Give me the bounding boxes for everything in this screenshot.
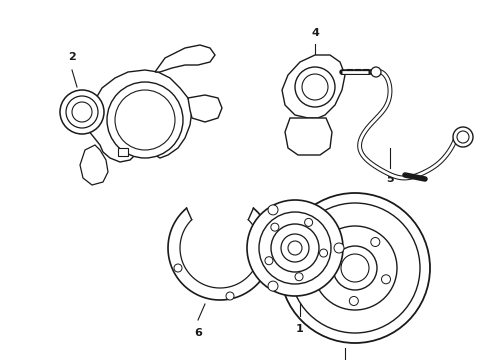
Circle shape	[268, 281, 278, 291]
Text: 1: 1	[296, 324, 304, 334]
Circle shape	[174, 264, 182, 272]
Polygon shape	[88, 70, 192, 162]
Circle shape	[295, 67, 335, 107]
Circle shape	[60, 90, 104, 134]
Text: 5: 5	[386, 174, 394, 184]
Circle shape	[319, 273, 328, 282]
Polygon shape	[80, 145, 108, 185]
Circle shape	[371, 238, 380, 247]
Circle shape	[349, 297, 358, 306]
Circle shape	[295, 273, 303, 281]
Circle shape	[66, 96, 98, 128]
Circle shape	[72, 102, 92, 122]
Circle shape	[371, 67, 381, 77]
Polygon shape	[188, 95, 222, 122]
Polygon shape	[155, 45, 215, 72]
Text: 2: 2	[68, 52, 76, 62]
Circle shape	[226, 292, 234, 300]
Circle shape	[281, 234, 309, 262]
Circle shape	[319, 249, 327, 257]
Circle shape	[305, 219, 313, 226]
Circle shape	[341, 254, 369, 282]
Circle shape	[453, 127, 473, 147]
Circle shape	[107, 82, 183, 158]
Circle shape	[265, 257, 273, 265]
Circle shape	[268, 205, 278, 215]
Circle shape	[247, 200, 343, 296]
Circle shape	[302, 74, 328, 100]
Circle shape	[288, 241, 302, 255]
Circle shape	[333, 246, 377, 290]
Circle shape	[271, 223, 279, 231]
Text: 6: 6	[194, 328, 202, 338]
Text: 4: 4	[311, 28, 319, 38]
Circle shape	[457, 131, 469, 143]
Polygon shape	[118, 148, 128, 156]
Circle shape	[115, 90, 175, 150]
Circle shape	[313, 226, 397, 310]
Polygon shape	[282, 55, 345, 118]
Circle shape	[280, 193, 430, 343]
Circle shape	[259, 212, 331, 284]
Circle shape	[382, 275, 391, 284]
Polygon shape	[285, 118, 332, 155]
Circle shape	[334, 243, 344, 253]
Circle shape	[332, 236, 341, 245]
Circle shape	[271, 224, 319, 272]
Circle shape	[290, 203, 420, 333]
